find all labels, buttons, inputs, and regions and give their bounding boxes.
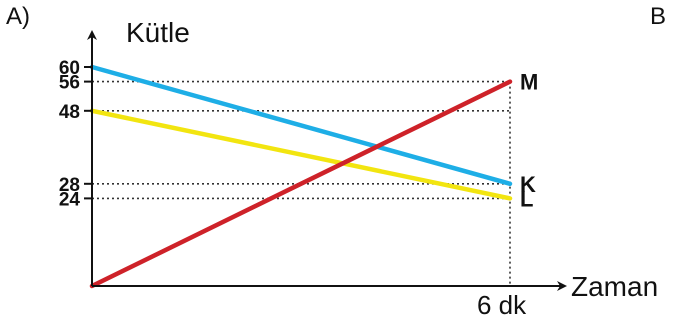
y-axis-title: Kütle xyxy=(126,17,190,48)
y-tick-label-28: 28 xyxy=(59,175,80,196)
x-axis-title: Zaman xyxy=(571,271,658,302)
series-line-K xyxy=(89,64,513,187)
guide-lines xyxy=(92,80,511,286)
y-tick-label-48: 48 xyxy=(59,102,80,123)
series-line-L xyxy=(89,108,513,201)
series-lines xyxy=(89,64,513,289)
series-label-M: M xyxy=(520,70,538,95)
x-tick-label: 6 dk xyxy=(477,290,527,320)
series-label-K: K xyxy=(520,172,536,197)
panel-label-a: A) xyxy=(6,3,30,30)
series-label-L: L xyxy=(520,186,533,211)
y-tick-label-60: 60 xyxy=(59,58,80,79)
series-labels: KL M xyxy=(520,70,538,212)
series-line-M xyxy=(89,79,513,289)
y-tick-label-56: 56 xyxy=(59,73,80,94)
y-tick-label-24: 24 xyxy=(59,189,81,210)
panel-label-b: B xyxy=(650,3,666,30)
